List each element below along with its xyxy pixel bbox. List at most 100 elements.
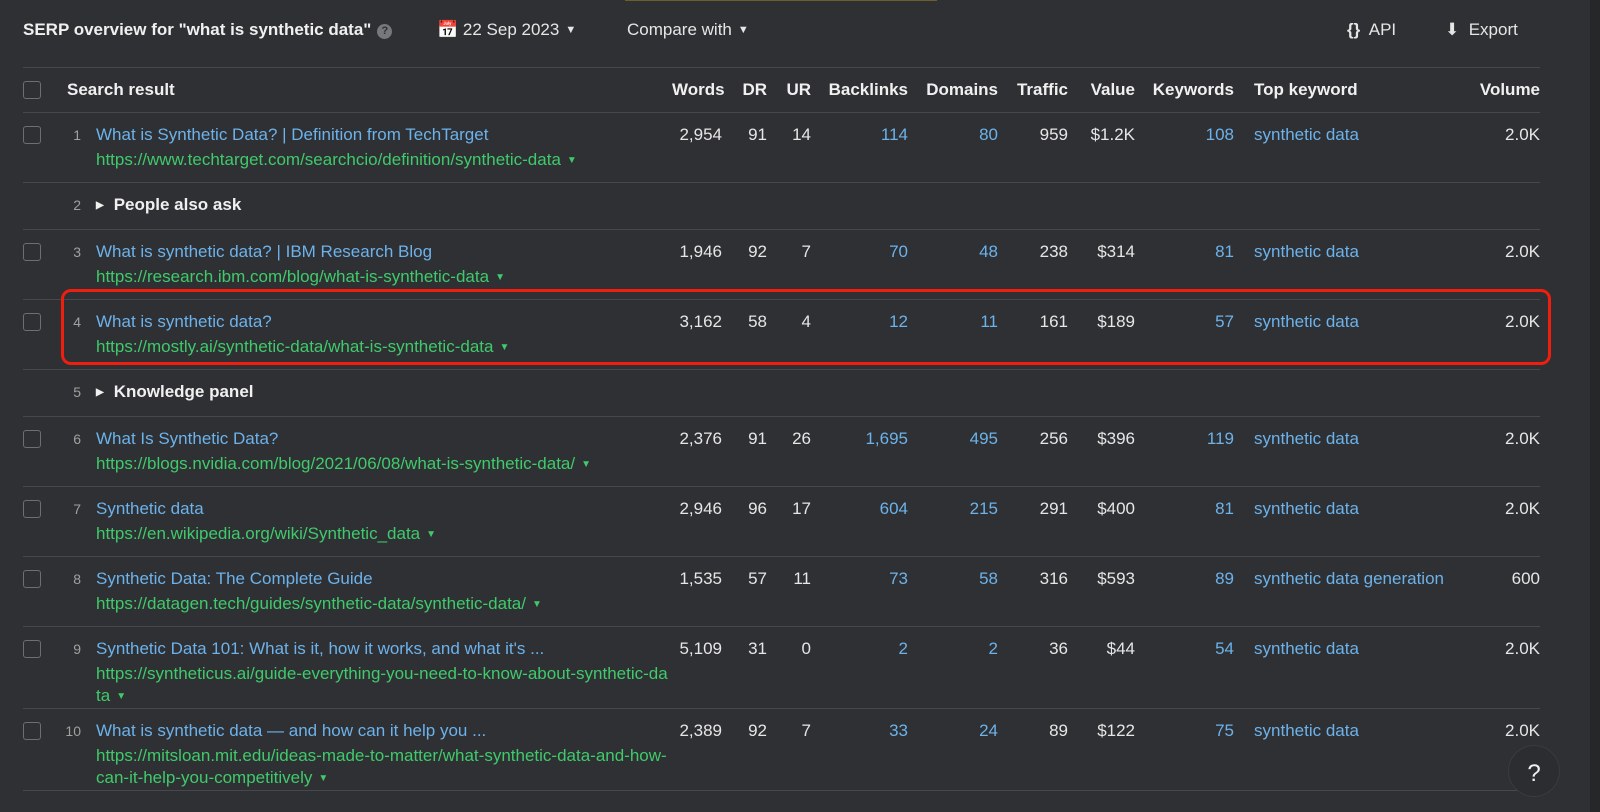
result-url[interactable]: https://mostly.ai/synthetic-data/what-is…: [96, 336, 672, 359]
volume-cell: 2.0K: [1460, 486, 1541, 557]
result-url[interactable]: https://blogs.nvidia.com/blog/2021/06/08…: [96, 453, 672, 476]
words-cell: 5,109: [672, 626, 723, 709]
keywords-cell[interactable]: 119: [1135, 416, 1235, 487]
help-button[interactable]: ?: [1508, 745, 1560, 797]
row-checkbox[interactable]: [23, 708, 52, 791]
top-keyword-link[interactable]: synthetic data: [1254, 639, 1359, 658]
domains-cell[interactable]: 48: [908, 229, 999, 300]
chevron-down-icon[interactable]: ▼: [426, 529, 437, 540]
table-header: Search result Words DR UR Backlinks Doma…: [23, 67, 1541, 113]
chevron-down-icon[interactable]: ▼: [318, 773, 329, 784]
dr-cell: 92: [722, 708, 768, 791]
serp-feature-toggle[interactable]: ▶ People also ask: [96, 195, 241, 214]
help-icon[interactable]: ?: [377, 24, 393, 39]
col-words[interactable]: Words: [672, 67, 725, 113]
col-traffic[interactable]: Traffic: [998, 67, 1069, 113]
words-cell: 2,954: [672, 112, 723, 183]
col-dr[interactable]: DR: [722, 67, 768, 113]
serp-feature-row[interactable]: 2 ▶ People also ask: [23, 182, 1541, 230]
value-cell: $122: [1068, 708, 1136, 791]
top-keyword-link[interactable]: synthetic data: [1254, 125, 1359, 144]
result-url[interactable]: https://datagen.tech/guides/synthetic-da…: [96, 593, 672, 616]
col-search-result[interactable]: Search result: [52, 67, 673, 113]
keywords-cell[interactable]: 108: [1135, 112, 1235, 183]
keywords-cell[interactable]: 81: [1135, 486, 1235, 557]
col-volume[interactable]: Volume: [1460, 67, 1541, 113]
col-top-keyword[interactable]: Top keyword: [1234, 67, 1461, 113]
row-checkbox[interactable]: [23, 229, 52, 300]
top-keyword-link[interactable]: synthetic data: [1254, 242, 1359, 261]
col-keywords[interactable]: Keywords: [1135, 67, 1235, 113]
row-checkbox[interactable]: [23, 556, 52, 627]
chevron-down-icon[interactable]: ▼: [532, 599, 542, 610]
api-button[interactable]: {} API: [1347, 20, 1396, 40]
result-title-link[interactable]: Synthetic Data: The Complete Guide: [96, 569, 373, 588]
result-title-link[interactable]: What is synthetic data? | IBM Research B…: [96, 242, 433, 261]
row-checkbox[interactable]: [23, 626, 52, 709]
row-checkbox[interactable]: [23, 486, 52, 557]
backlinks-cell[interactable]: 2: [811, 626, 909, 709]
result-title-link[interactable]: What is synthetic data — and how can it …: [96, 721, 487, 740]
result-title-link[interactable]: What Is Synthetic Data?: [96, 429, 279, 448]
backlinks-cell[interactable]: 114: [811, 112, 909, 183]
backlinks-cell[interactable]: 33: [811, 708, 909, 791]
result-title-link[interactable]: Synthetic Data 101: What is it, how it w…: [96, 639, 545, 658]
dr-cell: 58: [722, 299, 768, 370]
keywords-cell[interactable]: 54: [1135, 626, 1235, 709]
backlinks-cell[interactable]: 12: [811, 299, 909, 370]
keywords-cell[interactable]: 89: [1135, 556, 1235, 627]
col-domains[interactable]: Domains: [908, 67, 999, 113]
result-title-link[interactable]: Synthetic data: [96, 499, 204, 518]
top-keyword-link[interactable]: synthetic data: [1254, 721, 1359, 740]
chevron-down-icon[interactable]: ▼: [581, 459, 592, 470]
select-all-checkbox[interactable]: [23, 67, 52, 113]
volume-cell: 2.0K: [1460, 299, 1541, 370]
row-checkbox[interactable]: [23, 299, 52, 370]
serp-feature-toggle[interactable]: ▶ Knowledge panel: [96, 382, 254, 401]
date-picker[interactable]: 📅 22 Sep 2023 ▼: [437, 20, 576, 40]
export-button[interactable]: ⬇ Export: [1445, 20, 1518, 40]
keywords-cell[interactable]: 75: [1135, 708, 1235, 791]
row-checkbox[interactable]: [23, 416, 52, 487]
domains-cell[interactable]: 24: [908, 708, 999, 791]
col-ur[interactable]: UR: [767, 67, 812, 113]
col-backlinks[interactable]: Backlinks: [811, 67, 909, 113]
backlinks-cell[interactable]: 1,695: [811, 416, 909, 487]
backlinks-cell[interactable]: 70: [811, 229, 909, 300]
words-cell: 2,376: [672, 416, 723, 487]
keywords-cell[interactable]: 81: [1135, 229, 1235, 300]
chevron-down-icon[interactable]: ▼: [495, 272, 505, 283]
result-url[interactable]: https://mitsloan.mit.edu/ideas-made-to-m…: [96, 745, 672, 790]
result-url[interactable]: https://research.ibm.com/blog/what-is-sy…: [96, 266, 672, 289]
result-title-link[interactable]: What is Synthetic Data? | Definition fro…: [96, 125, 489, 144]
compare-with-dropdown[interactable]: Compare with ▼: [627, 20, 749, 40]
compare-label: Compare with: [627, 20, 732, 39]
top-keyword-link[interactable]: synthetic data generation: [1254, 569, 1444, 588]
domains-cell[interactable]: 80: [908, 112, 999, 183]
result-url[interactable]: https://www.techtarget.com/searchcio/def…: [96, 149, 672, 172]
domains-cell[interactable]: 495: [908, 416, 999, 487]
backlinks-cell[interactable]: 604: [811, 486, 909, 557]
scrollbar[interactable]: [1590, 0, 1600, 812]
domains-cell[interactable]: 215: [908, 486, 999, 557]
top-keyword-link[interactable]: synthetic data: [1254, 499, 1359, 518]
col-value[interactable]: Value: [1068, 67, 1136, 113]
backlinks-cell[interactable]: 73: [811, 556, 909, 627]
result-title-link[interactable]: What is synthetic data?: [96, 312, 272, 331]
position: 8: [52, 556, 96, 627]
keywords-cell[interactable]: 57: [1135, 299, 1235, 370]
serp-feature-row[interactable]: 5 ▶ Knowledge panel: [23, 369, 1541, 417]
result-url[interactable]: https://en.wikipedia.org/wiki/Synthetic_…: [96, 523, 672, 546]
top-keyword-link[interactable]: synthetic data: [1254, 429, 1359, 448]
domains-cell[interactable]: 2: [908, 626, 999, 709]
top-keyword-link[interactable]: synthetic data: [1254, 312, 1359, 331]
domains-cell[interactable]: 11: [908, 299, 999, 370]
chevron-down-icon[interactable]: ▼: [499, 342, 510, 353]
result-url[interactable]: https://syntheticus.ai/guide-everything-…: [96, 663, 672, 708]
result-url-text: https://syntheticus.ai/guide-everything-…: [96, 664, 668, 705]
domains-cell[interactable]: 58: [908, 556, 999, 627]
top-decoration: [625, 0, 937, 1]
row-checkbox[interactable]: [23, 112, 52, 183]
chevron-down-icon[interactable]: ▼: [116, 691, 127, 702]
chevron-down-icon[interactable]: ▼: [566, 155, 577, 166]
